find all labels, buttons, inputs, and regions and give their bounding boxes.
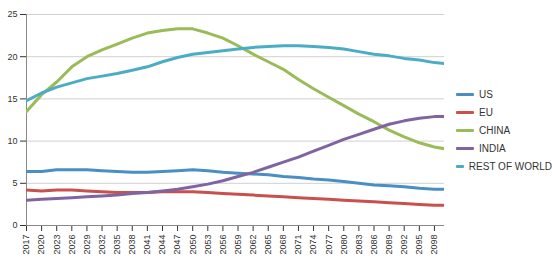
svg-text:20: 20 <box>7 52 17 62</box>
svg-text:2059: 2059 <box>233 235 243 255</box>
svg-text:0: 0 <box>12 220 17 230</box>
svg-text:2026: 2026 <box>67 235 77 255</box>
svg-text:2053: 2053 <box>203 235 213 255</box>
svg-text:2023: 2023 <box>52 235 62 255</box>
svg-text:15: 15 <box>7 94 17 104</box>
svg-text:2071: 2071 <box>293 235 303 255</box>
svg-text:2050: 2050 <box>188 235 198 255</box>
svg-text:2086: 2086 <box>369 235 379 255</box>
html-text:REST OF WORLD: REST OF WORLD <box>468 161 552 172</box>
svg-text:2029: 2029 <box>82 235 92 255</box>
svg-text:2017: 2017 <box>21 235 31 255</box>
svg-text:2080: 2080 <box>339 235 349 255</box>
svg-text:2056: 2056 <box>218 235 228 255</box>
svg-text:2065: 2065 <box>263 235 273 255</box>
svg-text:2038: 2038 <box>127 235 137 255</box>
svg-text:2092: 2092 <box>399 235 409 255</box>
svg-text:2035: 2035 <box>112 235 122 255</box>
svg-text:2077: 2077 <box>324 235 334 255</box>
svg-text:5: 5 <box>12 178 17 188</box>
svg-text:2044: 2044 <box>157 235 167 255</box>
svg-text:2047: 2047 <box>172 235 182 255</box>
html-text:EU: EU <box>479 107 493 118</box>
svg-text:2032: 2032 <box>97 235 107 255</box>
html-text:US: US <box>479 89 493 100</box>
svg-text:2074: 2074 <box>308 235 318 255</box>
svg-text:2083: 2083 <box>354 235 364 255</box>
svg-text:25: 25 <box>7 9 17 19</box>
svg-text:2098: 2098 <box>429 235 439 255</box>
html-text:INDIA: INDIA <box>479 143 506 154</box>
svg-text:2089: 2089 <box>384 235 394 255</box>
svg-text:2068: 2068 <box>278 235 288 255</box>
svg-text:2095: 2095 <box>414 235 424 255</box>
svg-text:2020: 2020 <box>36 235 46 255</box>
svg-text:2041: 2041 <box>142 235 152 255</box>
svg-text:2062: 2062 <box>248 235 258 255</box>
html-text:CHINA: CHINA <box>479 125 511 136</box>
svg-text:10: 10 <box>7 136 17 146</box>
